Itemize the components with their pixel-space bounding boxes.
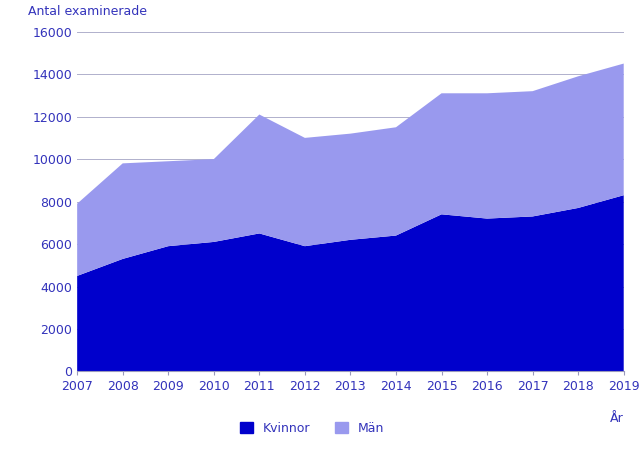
Text: Antal examinerade: Antal examinerade — [28, 5, 147, 18]
Legend: Kvinnor, Män: Kvinnor, Män — [235, 417, 389, 440]
Text: År: År — [610, 412, 624, 425]
